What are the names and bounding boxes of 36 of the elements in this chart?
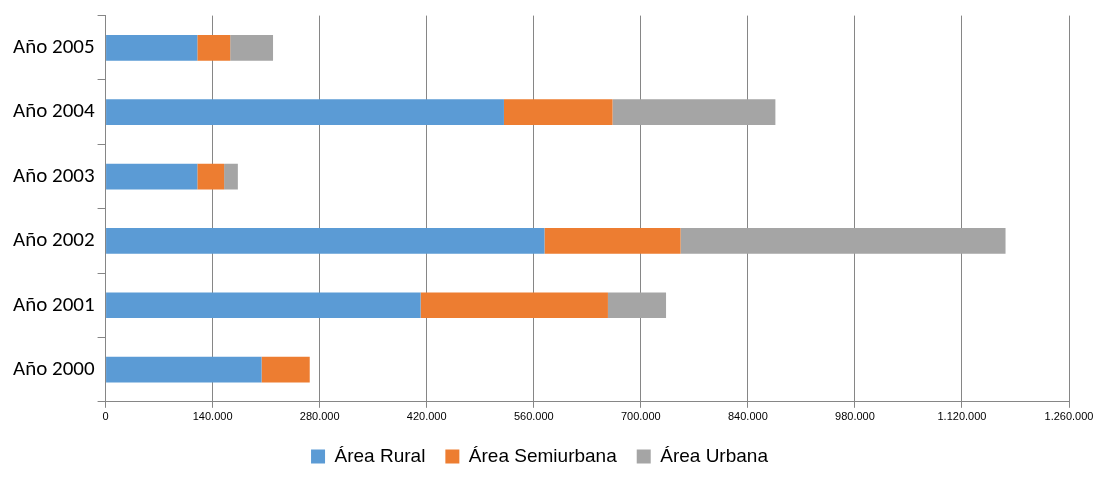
bar xyxy=(544,228,681,254)
x-tick-label: 280.000 xyxy=(299,410,340,423)
bar xyxy=(197,163,225,190)
bar xyxy=(230,34,274,61)
bar xyxy=(106,34,198,61)
bar xyxy=(607,292,667,319)
x-tick-label: 560.000 xyxy=(513,410,554,423)
bar xyxy=(106,228,545,254)
y-tick-label: Año 2001 xyxy=(12,290,95,317)
y-tick-label: Año 2004 xyxy=(12,97,95,124)
bar xyxy=(106,163,198,190)
x-tick-label: 420.000 xyxy=(406,410,447,423)
x-tick-label: 1.260.000 xyxy=(1044,410,1094,423)
legend-label: Área Urbana xyxy=(660,444,769,466)
bar xyxy=(106,292,421,319)
x-tick-label: 700.000 xyxy=(620,410,661,423)
bar xyxy=(680,228,1006,254)
legend-label: Área Semiurbana xyxy=(468,444,618,466)
bar xyxy=(612,99,776,126)
bar xyxy=(106,356,262,383)
x-tick-label: 980.000 xyxy=(835,410,875,423)
bar xyxy=(106,99,504,126)
y-tick-label: Año 2005 xyxy=(12,33,95,60)
bar xyxy=(197,34,231,61)
x-tick-label: 840.000 xyxy=(727,410,768,423)
x-tick-label: 0 xyxy=(102,410,109,423)
y-tick-label: Año 2002 xyxy=(12,226,95,253)
bar xyxy=(420,292,608,319)
y-tick-label: Año 2003 xyxy=(12,161,95,188)
x-tick-label: 140.000 xyxy=(192,410,233,423)
legend-label: Área Rural xyxy=(334,444,426,466)
y-tick-label: Año 2000 xyxy=(12,354,95,381)
bar xyxy=(503,99,613,126)
bar xyxy=(261,356,310,383)
x-tick-label: 1.120.000 xyxy=(937,410,987,423)
bar xyxy=(224,163,238,190)
